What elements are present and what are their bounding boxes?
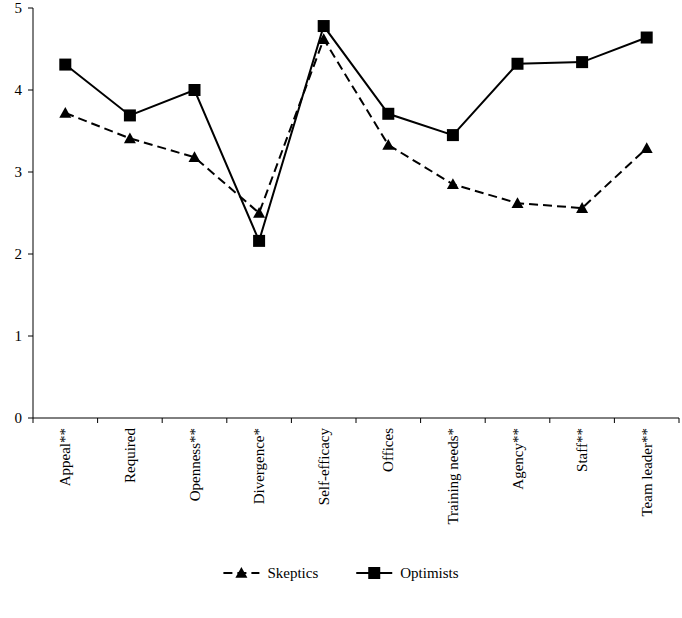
x-tick [549,418,550,423]
point [124,132,136,143]
point [318,20,330,32]
series-line [65,39,646,213]
legend-label: Skeptics [267,565,318,581]
x-tick-label: Agency** [510,428,526,490]
x-tick [226,418,227,423]
x-tick [485,418,486,423]
point [59,59,71,71]
x-tick-label: Divergence* [251,428,267,504]
x-tick [162,418,163,423]
legend: Skeptics Optimists [223,565,458,581]
point [447,129,459,141]
point [576,56,588,68]
point [253,235,265,247]
point [641,32,653,44]
y-tick [28,254,33,255]
x-tick [614,418,615,423]
y-tick [28,336,33,337]
point [253,207,265,218]
plot-data [59,20,652,247]
x-tick [291,418,292,423]
y-tick [28,90,33,91]
y-axis-line [33,8,34,418]
y-tick-label: 3 [15,164,23,180]
point [447,178,459,189]
y-tick [28,418,33,419]
legend-marker [235,567,247,578]
point [189,84,201,96]
point [641,142,653,153]
x-tick-label: Openness** [187,428,203,501]
point [512,58,524,70]
y-tick-label: 2 [15,246,23,262]
x-tick-label: Appeal** [57,428,73,486]
y-tick-label: 1 [15,328,23,344]
y-tick-label: 5 [15,0,23,16]
point [124,109,136,121]
point [382,108,394,120]
legend-marker [368,567,380,579]
point [59,107,71,118]
y-tick-label: 0 [15,410,23,426]
point [189,151,201,162]
point [382,139,394,150]
point [512,197,524,208]
x-tick-label: Staff** [574,428,590,472]
y-tick-label: 4 [15,82,23,98]
x-tick [679,418,680,423]
x-tick [356,418,357,423]
x-tick-label: Offices [380,428,396,472]
x-tick [420,418,421,423]
chart: 0 1 2 3 4 5 Appeal** Required Openness** Divergen… [0,0,682,618]
x-tick-label: Required [122,428,138,483]
x-tick [97,418,98,423]
x-tick-label: Training needs* [445,428,461,525]
y-tick [28,8,33,9]
legend-label: Optimists [400,565,459,581]
series-line [65,26,646,241]
y-tick [28,172,33,173]
axes: 0 1 2 3 4 5 Appeal** Required Openness** Divergen… [15,0,680,525]
point [576,202,588,213]
x-tick [33,418,34,423]
x-tick-label: Team leader** [639,428,655,516]
x-tick-label: Self-efficacy [316,428,332,506]
